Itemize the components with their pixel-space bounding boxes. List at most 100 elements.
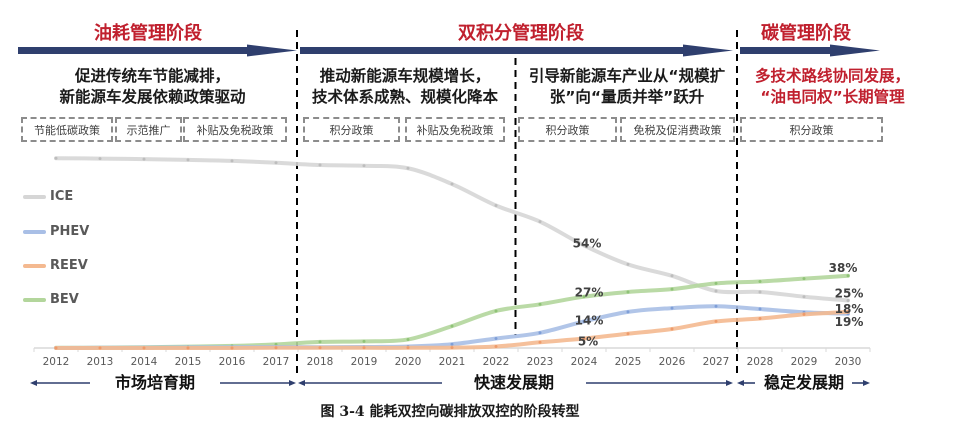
data-point <box>582 243 586 247</box>
description-line: “油电同权”长期管理 <box>760 88 905 106</box>
legend-label: BEV <box>50 292 79 307</box>
data-label: 18% <box>835 302 864 316</box>
x-tick-label: 2014 <box>131 356 158 368</box>
policy-box: 节能低碳政策 <box>21 117 113 142</box>
figure-caption: 图 3-4 能耗双控向碳排放双控的阶段转型 <box>320 404 580 420</box>
data-point <box>538 302 542 306</box>
arrow-left-icon <box>737 380 744 386</box>
data-point <box>758 290 762 294</box>
data-point <box>582 319 586 323</box>
data-point <box>318 346 322 350</box>
data-point <box>186 346 190 350</box>
data-point <box>846 310 850 314</box>
x-tick-label: 2020 <box>395 356 422 368</box>
arrow-right-icon <box>289 380 296 386</box>
data-point <box>54 156 58 160</box>
stage-arrow-head <box>830 44 880 57</box>
data-point <box>494 309 498 313</box>
x-tick-label: 2016 <box>219 356 246 368</box>
data-point <box>538 340 542 344</box>
x-tick-label: 2022 <box>483 356 510 368</box>
x-tick-label: 2021 <box>439 356 466 368</box>
stage-description-1: 促进传统车节能减排， 新能源车发展依赖政策驱动 <box>40 66 265 108</box>
data-point <box>450 182 454 186</box>
data-point <box>406 166 410 170</box>
series-line-ice <box>54 156 850 303</box>
data-point <box>318 340 322 344</box>
data-point <box>450 342 454 346</box>
policy-box: 积分政策 <box>740 117 883 142</box>
data-point <box>538 331 542 335</box>
data-point <box>626 332 630 336</box>
data-point <box>846 299 850 302</box>
x-tick-label: 2023 <box>527 356 554 368</box>
x-tick-label: 2013 <box>87 356 114 368</box>
x-tick-label: 2029 <box>791 356 818 368</box>
legend-item-phev: PHEV <box>23 224 89 240</box>
data-point <box>450 346 454 350</box>
x-tick-label: 2027 <box>703 356 730 368</box>
policy-box: 补贴及免税政策 <box>405 117 505 142</box>
data-point <box>142 157 146 161</box>
data-label: 25% <box>835 287 864 301</box>
data-point <box>626 310 630 314</box>
x-tick-label: 2015 <box>175 356 202 368</box>
x-tick-label: 2024 <box>571 356 598 368</box>
period-label-market-cultivation: 市场培育期 <box>114 373 195 392</box>
data-point <box>362 164 366 168</box>
stage-title-fuel: 油耗管理阶段 <box>94 23 202 44</box>
series-bev <box>54 273 850 350</box>
arrow-right-icon <box>863 380 870 386</box>
description-line: 技术体系成熟、规模化降本 <box>311 88 498 106</box>
data-point <box>670 287 674 291</box>
data-point <box>802 312 806 316</box>
x-tick-label: 2012 <box>43 356 70 368</box>
data-point <box>670 327 674 331</box>
data-point <box>802 295 806 299</box>
data-point <box>626 290 630 294</box>
data-label: 54% <box>573 236 602 250</box>
policy-box: 免税及促消费政策 <box>620 117 735 142</box>
description-line: 推动新能源车规模增长， <box>319 67 491 85</box>
arrow-right-icon <box>726 380 733 386</box>
stage-arrow-dual-credit <box>300 44 733 57</box>
data-point <box>142 346 146 350</box>
stage-arrow-fuel <box>18 44 297 57</box>
data-label: 14% <box>575 313 604 327</box>
x-tick-label: 2028 <box>747 356 774 368</box>
period-arrows <box>30 380 870 386</box>
description-line: 新能源车发展依赖政策驱动 <box>59 88 246 106</box>
description-line: 多技术路线协同发展， <box>754 67 910 85</box>
x-tick-label: 2026 <box>659 356 686 368</box>
stage-arrow-head <box>247 44 297 57</box>
description-line: 促进传统车节能减排， <box>74 67 230 85</box>
data-point <box>714 281 718 285</box>
stage-description-2: 推动新能源车规模增长， 技术体系成熟、规模化降本 <box>299 66 511 108</box>
policy-box: 示范推广 <box>115 117 182 142</box>
stage-arrow-shaft <box>300 47 686 54</box>
stage-arrow-shaft <box>740 47 832 54</box>
legend-swatch <box>23 298 46 302</box>
policy-box: 积分政策 <box>303 117 400 142</box>
period-label-stable-growth: 稳定发展期 <box>763 373 844 392</box>
description-line: 引导新能源车产业从“规模扩 <box>528 67 726 85</box>
data-point <box>802 277 806 281</box>
data-point <box>758 307 762 311</box>
legend-swatch <box>23 195 46 199</box>
data-point <box>274 161 278 165</box>
data-point <box>846 274 850 278</box>
legend-label: REEV <box>50 258 88 273</box>
stage-description-4: 多技术路线协同发展， “油电同权”长期管理 <box>735 66 930 108</box>
stage-arrow-shaft <box>18 47 250 54</box>
data-labels: 54% 27% 14% 5% 38% 25%18%19% <box>573 236 864 348</box>
stage-title-carbon: 碳管理阶段 <box>761 23 851 44</box>
data-point <box>626 262 630 266</box>
stage-description-3: 引导新能源车产业从“规模扩 张”向“量质并举”跃升 <box>516 66 738 108</box>
legend-label: PHEV <box>50 224 90 239</box>
data-point <box>274 346 278 350</box>
data-point <box>538 220 542 224</box>
data-point <box>230 346 234 350</box>
data-point <box>582 337 586 340</box>
data-point <box>450 324 454 328</box>
data-point <box>230 159 234 163</box>
